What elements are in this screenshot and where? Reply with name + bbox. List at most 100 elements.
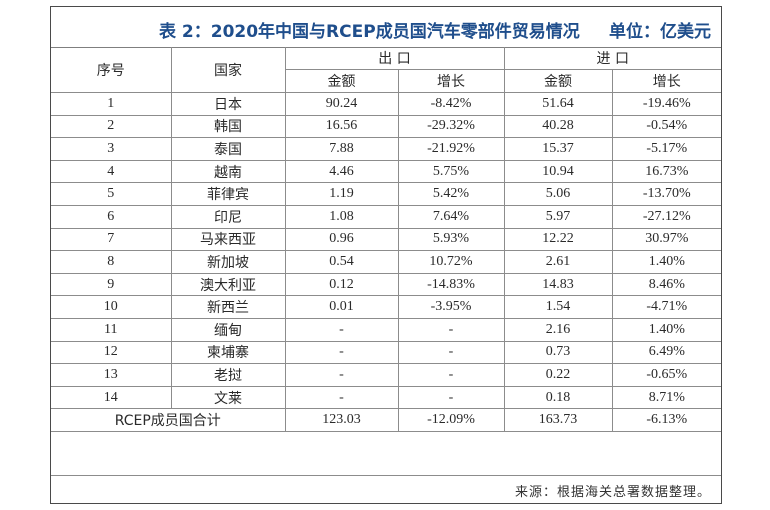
total-export-amount: 123.03 bbox=[284, 408, 399, 432]
cell-country: 新加坡 bbox=[170, 250, 286, 274]
cell-export-growth: 5.75% bbox=[397, 159, 505, 184]
cell-index: 9 bbox=[51, 272, 172, 297]
cell-export-growth: - bbox=[397, 340, 505, 365]
cell-index: 8 bbox=[51, 250, 172, 274]
cell-export-amount: 1.19 bbox=[284, 182, 399, 206]
cell-import-amount: 5.06 bbox=[503, 182, 613, 206]
cell-export-amount: - bbox=[284, 340, 399, 365]
header-import: 进 口 bbox=[503, 47, 722, 70]
cell-import-amount: 2.16 bbox=[503, 317, 613, 342]
cell-export-amount: 90.24 bbox=[284, 92, 399, 116]
cell-import-growth: 8.71% bbox=[611, 385, 722, 410]
cell-index: 4 bbox=[51, 159, 172, 184]
cell-export-amount: - bbox=[284, 317, 399, 342]
table-row: 1 日本 90.24 -8.42% 51.64 -19.46% bbox=[51, 92, 722, 116]
cell-import-growth: 30.97% bbox=[611, 227, 722, 252]
cell-import-amount: 14.83 bbox=[503, 272, 613, 297]
cell-import-amount: 15.37 bbox=[503, 137, 613, 161]
cell-import-growth: -5.17% bbox=[611, 137, 722, 161]
cell-index: 2 bbox=[51, 114, 172, 139]
cell-import-amount: 5.97 bbox=[503, 204, 613, 229]
cell-import-amount: 12.22 bbox=[503, 227, 613, 252]
table-row: 13 老挝 - - 0.22 -0.65% bbox=[51, 363, 722, 387]
cell-import-growth: -0.65% bbox=[611, 363, 722, 387]
cell-country: 马来西亚 bbox=[170, 227, 286, 252]
cell-export-amount: 1.08 bbox=[284, 204, 399, 229]
cell-export-growth: -8.42% bbox=[397, 92, 505, 116]
table-row: 14 文莱 - - 0.18 8.71% bbox=[51, 385, 722, 410]
cell-index: 7 bbox=[51, 227, 172, 252]
cell-index: 11 bbox=[51, 317, 172, 342]
cell-import-growth: -27.12% bbox=[611, 204, 722, 229]
cell-index: 12 bbox=[51, 340, 172, 365]
table-row: 6 印尼 1.08 7.64% 5.97 -27.12% bbox=[51, 204, 722, 229]
cell-export-growth: -14.83% bbox=[397, 272, 505, 297]
cell-country: 菲律宾 bbox=[170, 182, 286, 206]
cell-export-growth: -21.92% bbox=[397, 137, 505, 161]
table-row: 10 新西兰 0.01 -3.95% 1.54 -4.71% bbox=[51, 295, 722, 319]
cell-import-growth: 6.49% bbox=[611, 340, 722, 365]
table-row: 4 越南 4.46 5.75% 10.94 16.73% bbox=[51, 159, 722, 184]
cell-index: 10 bbox=[51, 295, 172, 319]
cell-country: 韩国 bbox=[170, 114, 286, 139]
source-row: 来源：根据海关总署数据整理。 bbox=[51, 475, 721, 503]
cell-index: 1 bbox=[51, 92, 172, 116]
cell-export-growth: 7.64% bbox=[397, 204, 505, 229]
table-row: 7 马来西亚 0.96 5.93% 12.22 30.97% bbox=[51, 227, 722, 252]
cell-export-amount: 7.88 bbox=[284, 137, 399, 161]
cell-export-growth: - bbox=[397, 385, 505, 410]
cell-country: 老挝 bbox=[170, 363, 286, 387]
header-index: 序号 bbox=[51, 47, 172, 93]
cell-import-amount: 10.94 bbox=[503, 159, 613, 184]
total-label: RCEP成员国合计 bbox=[51, 408, 286, 432]
cell-import-growth: 16.73% bbox=[611, 159, 722, 184]
cell-country: 印尼 bbox=[170, 204, 286, 229]
cell-import-growth: 1.40% bbox=[611, 317, 722, 342]
cell-country: 澳大利亚 bbox=[170, 272, 286, 297]
cell-export-growth: 5.93% bbox=[397, 227, 505, 252]
table-frame: 表 2：2020年中国与RCEP成员国汽车零部件贸易情况 单位：亿美元 序号 国… bbox=[50, 6, 722, 504]
cell-import-amount: 40.28 bbox=[503, 114, 613, 139]
source-note: 来源：根据海关总署数据整理。 bbox=[514, 485, 711, 500]
cell-import-growth: -13.70% bbox=[611, 182, 722, 206]
header-import-growth: 增长 bbox=[611, 69, 722, 93]
cell-import-growth: -19.46% bbox=[611, 92, 722, 116]
header-export-growth: 增长 bbox=[397, 69, 505, 93]
table-row: 2 韩国 16.56 -29.32% 40.28 -0.54% bbox=[51, 114, 722, 139]
cell-index: 13 bbox=[51, 363, 172, 387]
total-export-growth: -12.09% bbox=[397, 408, 505, 432]
table-row: 11 缅甸 - - 2.16 1.40% bbox=[51, 317, 722, 342]
cell-export-amount: 4.46 bbox=[284, 159, 399, 184]
cell-export-growth: - bbox=[397, 317, 505, 342]
table-title: 表 2：2020年中国与RCEP成员国汽车零部件贸易情况 bbox=[159, 22, 580, 42]
header-export-amount: 金额 bbox=[285, 69, 399, 93]
total-import-growth: -6.13% bbox=[611, 408, 722, 432]
cell-country: 缅甸 bbox=[170, 317, 286, 342]
cell-import-amount: 0.73 bbox=[503, 340, 613, 365]
cell-import-amount: 0.18 bbox=[503, 385, 613, 410]
cell-import-amount: 0.22 bbox=[503, 363, 613, 387]
cell-export-amount: 0.54 bbox=[284, 250, 399, 274]
cell-export-growth: 10.72% bbox=[397, 250, 505, 274]
header-export: 出 口 bbox=[284, 47, 505, 70]
cell-export-amount: 0.01 bbox=[284, 295, 399, 319]
cell-country: 柬埔寨 bbox=[170, 340, 286, 365]
cell-export-amount: - bbox=[284, 385, 399, 410]
cell-import-amount: 2.61 bbox=[503, 250, 613, 274]
total-import-amount: 163.73 bbox=[503, 408, 613, 432]
cell-export-growth: -29.32% bbox=[397, 114, 505, 139]
cell-import-growth: -0.54% bbox=[611, 114, 722, 139]
cell-import-amount: 51.64 bbox=[503, 92, 613, 116]
cell-index: 6 bbox=[51, 204, 172, 229]
cell-export-amount: 0.96 bbox=[284, 227, 399, 252]
total-row: RCEP成员国合计 123.03 -12.09% 163.73 -6.13% bbox=[51, 408, 722, 432]
unit-label: 单位：亿美元 bbox=[609, 22, 711, 42]
cell-export-growth: - bbox=[397, 363, 505, 387]
cell-import-growth: 1.40% bbox=[611, 250, 722, 274]
cell-import-amount: 1.54 bbox=[503, 295, 613, 319]
cell-import-growth: -4.71% bbox=[611, 295, 722, 319]
header-country: 国家 bbox=[170, 47, 286, 93]
cell-index: 5 bbox=[51, 182, 172, 206]
header-row-1: 序号 国家 出 口 进 口 bbox=[51, 47, 722, 93]
trade-table: 序号 国家 出 口 进 口 金额 增长 金额 增长 1 日本 90.24 -8.… bbox=[51, 47, 722, 432]
